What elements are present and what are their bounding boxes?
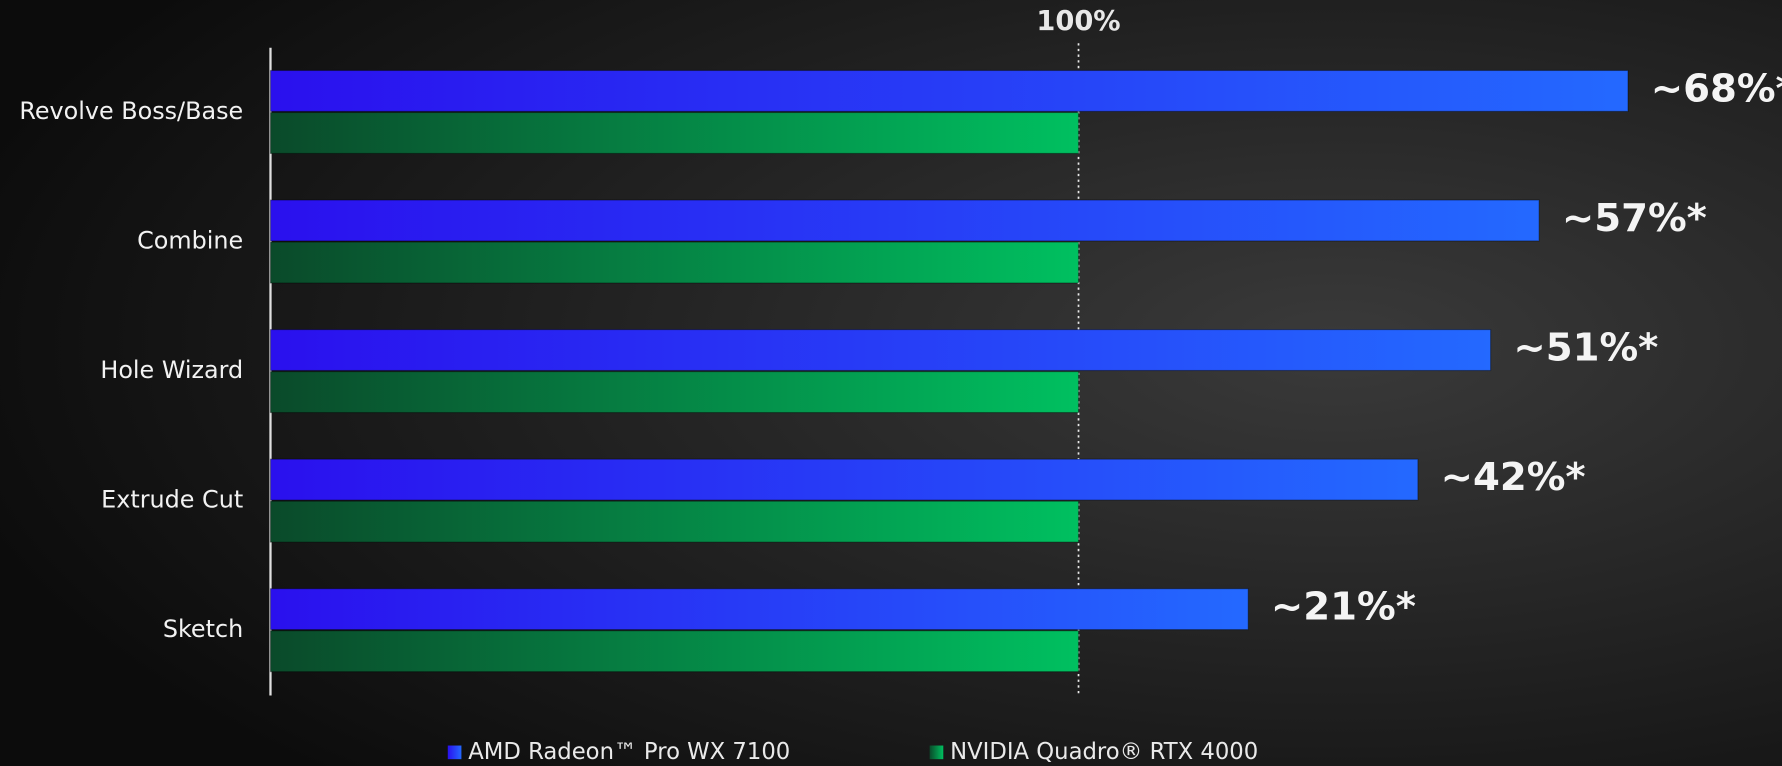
bar [269, 371, 1080, 414]
x-tick-label: 100% [1036, 6, 1120, 37]
bar [269, 630, 1080, 673]
value-annotation: ~51%* [1513, 326, 1658, 371]
legend-swatch [447, 745, 462, 760]
category-label: Revolve Boss/Base [19, 97, 243, 125]
bar [269, 500, 1080, 543]
legend-label: NVIDIA Quadro® RTX 4000 [950, 739, 1258, 765]
bar [269, 329, 1492, 372]
bar [269, 458, 1419, 501]
bar [269, 111, 1080, 154]
bar [269, 588, 1249, 631]
category-label: Hole Wizard [100, 356, 243, 384]
category-label: Extrude Cut [101, 486, 243, 514]
value-annotation: ~21%* [1271, 585, 1416, 630]
category-label: Sketch [163, 615, 243, 643]
bar [269, 241, 1080, 284]
value-annotation: ~57%* [1562, 196, 1707, 241]
legend-label: AMD Radeon™ Pro WX 7100 [468, 739, 790, 765]
bar [269, 69, 1629, 112]
category-label: Combine [137, 227, 243, 255]
bar [269, 199, 1540, 242]
value-annotation: ~68%* [1651, 66, 1782, 111]
legend-swatch [929, 745, 944, 760]
value-annotation: ~42%* [1441, 455, 1586, 500]
